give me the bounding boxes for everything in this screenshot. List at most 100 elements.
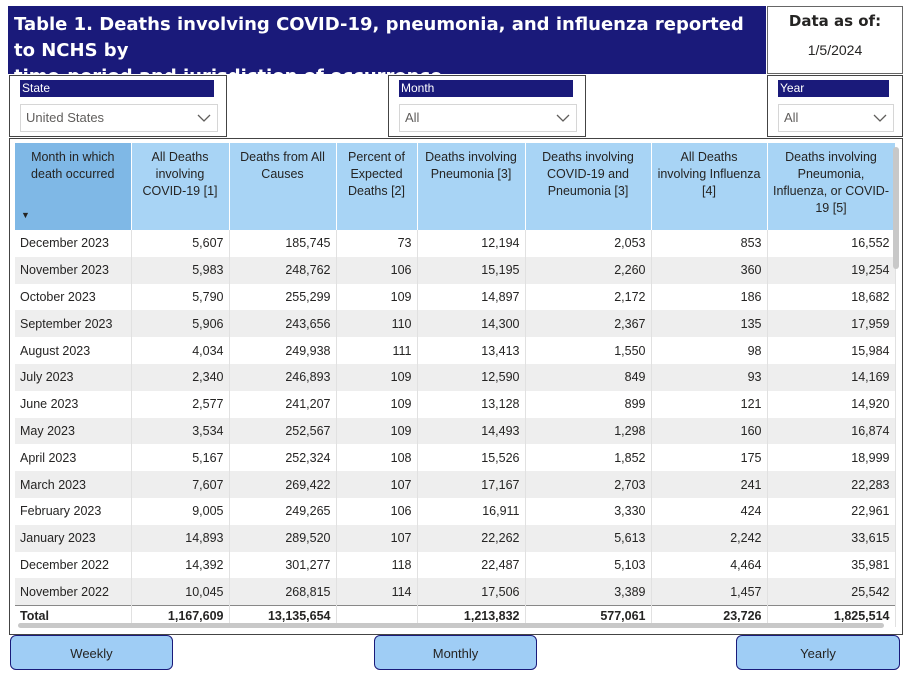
column-header-month[interactable]: Month in which death occurred ▼ bbox=[15, 143, 132, 230]
value-cell: 13,413 bbox=[417, 337, 526, 364]
value-cell: 121 bbox=[651, 390, 768, 418]
value-cell: 4,464 bbox=[651, 551, 768, 579]
month-cell: December 2022 bbox=[15, 551, 132, 579]
column-header-pneumonia[interactable]: Deaths involving Pneumonia [3] bbox=[417, 143, 526, 230]
column-header-influenza[interactable]: All Deaths involving Influenza [4] bbox=[651, 143, 768, 230]
value-cell: 109 bbox=[336, 283, 418, 311]
value-cell: 2,172 bbox=[525, 283, 652, 311]
value-cell: 255,299 bbox=[229, 283, 337, 311]
monthly-button[interactable]: Monthly bbox=[374, 635, 537, 670]
value-cell: 186 bbox=[651, 283, 768, 311]
value-cell: 5,167 bbox=[131, 444, 230, 472]
month-cell: February 2023 bbox=[15, 497, 132, 525]
table-row[interactable]: March 2023 7,607 269,422 107 17,167 2,703 241 2… bbox=[15, 471, 896, 498]
month-cell: December 2023 bbox=[15, 230, 132, 257]
data-as-of-card: Data as of: 1/5/2024 bbox=[767, 6, 903, 74]
column-header-all-causes[interactable]: Deaths from All Causes bbox=[229, 143, 337, 230]
value-cell: 22,262 bbox=[417, 524, 526, 552]
month-cell: March 2023 bbox=[15, 471, 132, 498]
vertical-scrollbar[interactable] bbox=[893, 147, 899, 269]
total-cell: 13,135,654 bbox=[229, 604, 337, 628]
value-cell: 1,852 bbox=[525, 444, 652, 472]
value-cell: 5,983 bbox=[131, 256, 230, 284]
value-cell: 13,128 bbox=[417, 390, 526, 418]
month-dropdown-value: All bbox=[405, 110, 420, 125]
value-cell: 107 bbox=[336, 471, 418, 498]
value-cell: 2,242 bbox=[651, 524, 768, 552]
column-header-pic[interactable]: Deaths involving Pneumonia, Influenza, o… bbox=[767, 143, 896, 230]
report-title: Table 1. Deaths involving COVID-19, pneu… bbox=[8, 6, 766, 87]
value-cell: 111 bbox=[336, 337, 418, 364]
value-cell: 93 bbox=[651, 363, 768, 391]
table-row[interactable]: August 2023 4,034 249,938 111 13,413 1,550 98 1… bbox=[15, 337, 896, 364]
month-cell: January 2023 bbox=[15, 524, 132, 552]
year-dropdown[interactable]: All bbox=[778, 104, 894, 132]
value-cell: 107 bbox=[336, 524, 418, 552]
value-cell: 2,577 bbox=[131, 390, 230, 418]
value-cell: 5,906 bbox=[131, 310, 230, 338]
table-row[interactable]: November 2023 5,983 248,762 106 15,195 2,260 3… bbox=[15, 256, 896, 284]
value-cell: 14,392 bbox=[131, 551, 230, 579]
data-table-visual: Month in which death occurred ▼ All Deat… bbox=[9, 138, 903, 635]
value-cell: 241 bbox=[651, 471, 768, 498]
column-header-covid-and-pneumonia[interactable]: Deaths involving COVID-19 and Pneumonia … bbox=[525, 143, 652, 230]
chevron-down-icon bbox=[556, 114, 570, 122]
value-cell: 17,506 bbox=[417, 578, 526, 606]
table-row[interactable]: January 2023 14,893 289,520 107 22,262 5,613 2… bbox=[15, 524, 896, 552]
month-dropdown[interactable]: All bbox=[399, 104, 577, 132]
value-cell: 16,552 bbox=[767, 230, 896, 257]
value-cell: 1,457 bbox=[651, 578, 768, 606]
value-cell: 252,567 bbox=[229, 417, 337, 445]
column-header-covid-deaths[interactable]: All Deaths involving COVID-19 [1] bbox=[131, 143, 230, 230]
value-cell: 98 bbox=[651, 337, 768, 364]
value-cell: 899 bbox=[525, 390, 652, 418]
value-cell: 2,703 bbox=[525, 471, 652, 498]
value-cell: 135 bbox=[651, 310, 768, 338]
table-row[interactable]: September 2023 5,906 243,656 110 14,300 2,367… bbox=[15, 310, 896, 338]
value-cell: 3,534 bbox=[131, 417, 230, 445]
table-row[interactable]: December 2022 14,392 301,277 118 22,487 5,103… bbox=[15, 551, 896, 579]
column-header-percent-expected[interactable]: Percent of Expected Deaths [2] bbox=[336, 143, 418, 230]
value-cell: 246,893 bbox=[229, 363, 337, 391]
month-slicer: Month All bbox=[388, 75, 586, 137]
table-row[interactable]: April 2023 5,167 252,324 108 15,526 1,852 175 1… bbox=[15, 444, 896, 472]
month-cell: September 2023 bbox=[15, 310, 132, 338]
value-cell: 106 bbox=[336, 256, 418, 284]
value-cell: 9,005 bbox=[131, 497, 230, 525]
value-cell: 252,324 bbox=[229, 444, 337, 472]
value-cell: 241,207 bbox=[229, 390, 337, 418]
value-cell: 1,550 bbox=[525, 337, 652, 364]
value-cell: 110 bbox=[336, 310, 418, 338]
value-cell: 849 bbox=[525, 363, 652, 391]
value-cell: 269,422 bbox=[229, 471, 337, 498]
table-row[interactable]: December 2023 5,607 185,745 73 12,194 2,053 85… bbox=[15, 230, 896, 257]
value-cell: 360 bbox=[651, 256, 768, 284]
value-cell: 18,682 bbox=[767, 283, 896, 311]
value-cell: 16,911 bbox=[417, 497, 526, 525]
table-row[interactable]: June 2023 2,577 241,207 109 13,128 899 121 14,9… bbox=[15, 390, 896, 418]
value-cell: 160 bbox=[651, 417, 768, 445]
value-cell: 14,897 bbox=[417, 283, 526, 311]
month-cell: April 2023 bbox=[15, 444, 132, 472]
table-row[interactable]: November 2022 10,045 268,815 114 17,506 3,389… bbox=[15, 578, 896, 606]
total-cell: Total bbox=[15, 604, 132, 628]
horizontal-scrollbar[interactable] bbox=[18, 623, 884, 628]
value-cell: 22,487 bbox=[417, 551, 526, 579]
value-cell: 249,265 bbox=[229, 497, 337, 525]
yearly-button[interactable]: Yearly bbox=[736, 635, 900, 670]
state-dropdown[interactable]: United States bbox=[20, 104, 218, 132]
table-row[interactable]: October 2023 5,790 255,299 109 14,897 2,172 18… bbox=[15, 283, 896, 311]
value-cell: 17,167 bbox=[417, 471, 526, 498]
table-row[interactable]: July 2023 2,340 246,893 109 12,590 849 93 14,16… bbox=[15, 363, 896, 391]
total-cell bbox=[336, 604, 418, 628]
value-cell: 175 bbox=[651, 444, 768, 472]
chevron-down-icon bbox=[197, 114, 211, 122]
data-as-of-label: Data as of: bbox=[788, 12, 882, 30]
table-row[interactable]: February 2023 9,005 249,265 106 16,911 3,330 4… bbox=[15, 497, 896, 525]
value-cell: 15,195 bbox=[417, 256, 526, 284]
value-cell: 289,520 bbox=[229, 524, 337, 552]
data-as-of-value: 1/5/2024 bbox=[807, 42, 863, 58]
value-cell: 15,526 bbox=[417, 444, 526, 472]
table-row[interactable]: May 2023 3,534 252,567 109 14,493 1,298 160 16,… bbox=[15, 417, 896, 445]
weekly-button[interactable]: Weekly bbox=[10, 635, 173, 670]
